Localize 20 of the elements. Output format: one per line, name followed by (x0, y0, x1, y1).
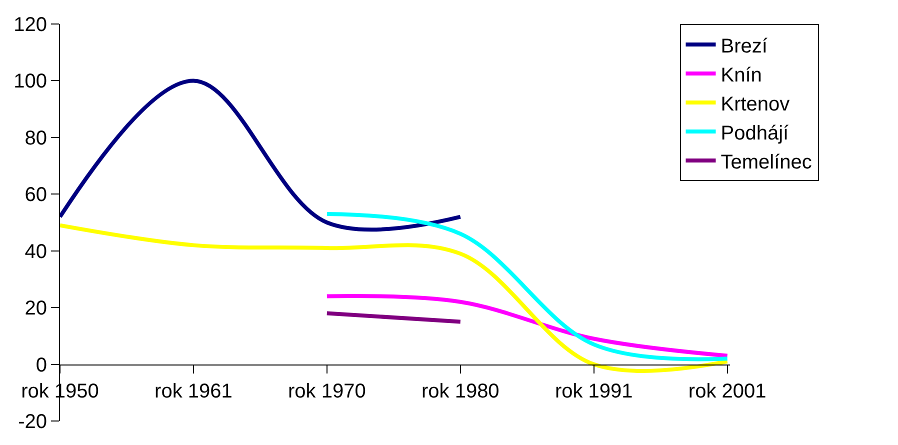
legend-label: Krtenov (720, 93, 790, 116)
y-tick-label: 0 (36, 354, 47, 376)
y-tick-label: -20 (18, 411, 47, 433)
x-tick-label: rok 2001 (688, 380, 766, 402)
x-tick-label: rok 1970 (288, 380, 366, 402)
legend-label: Knín (720, 64, 762, 86)
y-tick-label: 40 (24, 240, 47, 263)
x-tick-label: rok 1961 (154, 380, 232, 402)
y-tick-label: 80 (24, 127, 47, 150)
y-tick-label: 60 (24, 184, 47, 206)
x-tick-label: rok 1991 (554, 380, 633, 402)
y-tick-label: 20 (24, 298, 47, 320)
legend-label: Temelínec (720, 151, 812, 174)
y-tick-label: 120 (14, 14, 47, 36)
line-series (324, 212, 730, 362)
legend-label: Brezí (720, 35, 768, 58)
y-tick-label: 100 (14, 70, 47, 93)
line-series (324, 294, 730, 358)
x-tick-label: rok 1980 (421, 380, 500, 402)
legend-label: Podhájí (720, 122, 790, 144)
